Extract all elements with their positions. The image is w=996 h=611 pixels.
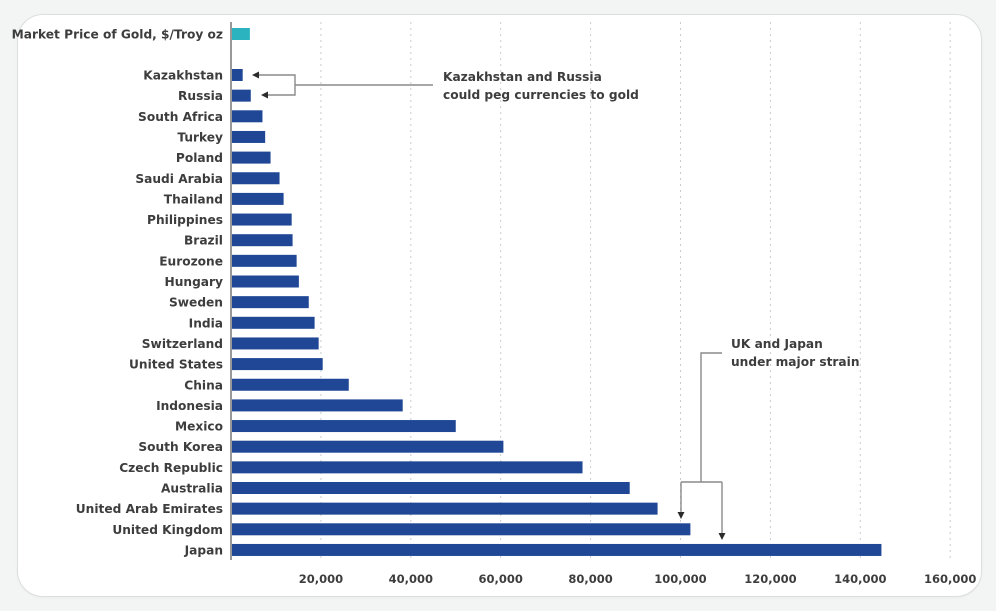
arrow-left-icon [261,91,268,99]
x-axis-ticks: 20,000 40,000 60,000 80,000 100,000 120,000 14… [299,572,977,586]
bar-united-states [232,358,323,371]
bar-czech-republic [232,461,583,474]
category-labels: Market Price of Gold, $/Troy oz Kazakhsta… [12,28,223,558]
category-label-mexico: Mexico [175,420,223,434]
arrow-left-icon [252,71,259,79]
bar-united-kingdom [232,523,691,536]
category-label-sweden: Sweden [169,296,223,310]
bar-saudi-arabia [232,172,280,185]
annotation-text-line1: UK and Japan [731,337,823,351]
bar-brazil [232,234,293,247]
category-label-australia: Australia [161,482,223,496]
category-label-czech-republic: Czech Republic [119,461,223,475]
x-tick-label: 40,000 [389,572,433,586]
category-label-turkey: Turkey [177,130,223,144]
bar-india [232,316,315,329]
x-tick-label: 60,000 [479,572,523,586]
category-label-saudi-arabia: Saudi Arabia [135,172,223,186]
bar-united-arab-emirates [232,502,658,515]
annotation-uk-japan: UK and Japan under major strain [677,337,860,540]
category-label-kazakhstan: Kazakhstan [143,69,223,83]
arrow-down-icon [677,512,685,519]
annotation-text-line1: Kazakhstan and Russia [443,70,602,84]
x-tick-label: 120,000 [744,572,796,586]
bars [232,28,882,556]
bar-mexico [232,420,456,433]
bar-china [232,378,349,391]
bar-turkey [232,130,266,143]
category-label-russia: Russia [178,89,223,103]
bar-australia [232,482,630,494]
category-label-indonesia: Indonesia [156,399,223,413]
annotation-kazakhstan-russia: Kazakhstan and Russia could peg currenci… [252,70,639,102]
category-label-japan: Japan [184,543,223,557]
category-label-switzerland: Switzerland [142,337,223,351]
category-label-united-arab-emirates: United Arab Emirates [76,502,223,516]
x-tick-label: 20,000 [299,572,343,586]
x-tick-label: 100,000 [654,572,706,586]
bar-japan [232,543,882,556]
category-label-united-states: United States [129,358,223,372]
gridlines [320,22,951,560]
bar-hungary [232,275,299,288]
category-label-eurozone: Eurozone [159,254,223,268]
bar-indonesia [232,399,403,412]
bar-kazakhstan [232,69,243,81]
category-label-south-africa: South Africa [138,110,223,124]
bar-eurozone [232,254,297,267]
bar-poland [232,151,271,164]
category-label-poland: Poland [176,151,223,165]
bar-thailand [232,192,284,205]
x-tick-label: 80,000 [568,572,612,586]
category-label-india: India [189,316,223,330]
category-label-china: China [184,378,223,392]
bar-switzerland [232,337,319,350]
bar-russia [232,89,251,102]
bar-philippines [232,213,292,226]
category-label-south-korea: South Korea [138,440,223,454]
bar-sweden [232,296,309,309]
category-label-united-kingdom: United Kingdom [112,523,223,537]
annotation-bracket [258,74,433,96]
category-label-philippines: Philippines [147,213,223,227]
category-label-gold-price: Market Price of Gold, $/Troy oz [12,28,223,42]
bar-south-korea [232,440,504,453]
x-tick-label: 160,000 [924,572,976,586]
bar-gold-price [232,28,250,40]
annotation-text-line2: under major strain [731,355,860,369]
category-label-brazil: Brazil [184,234,223,248]
chart-card [17,14,982,597]
category-label-hungary: Hungary [165,275,224,289]
arrow-down-icon [718,533,726,540]
annotation-bracket [680,352,723,533]
x-tick-label: 140,000 [834,572,886,586]
bar-south-africa [232,110,263,123]
annotation-text-line2: could peg currencies to gold [443,88,639,102]
category-label-thailand: Thailand [164,192,223,206]
